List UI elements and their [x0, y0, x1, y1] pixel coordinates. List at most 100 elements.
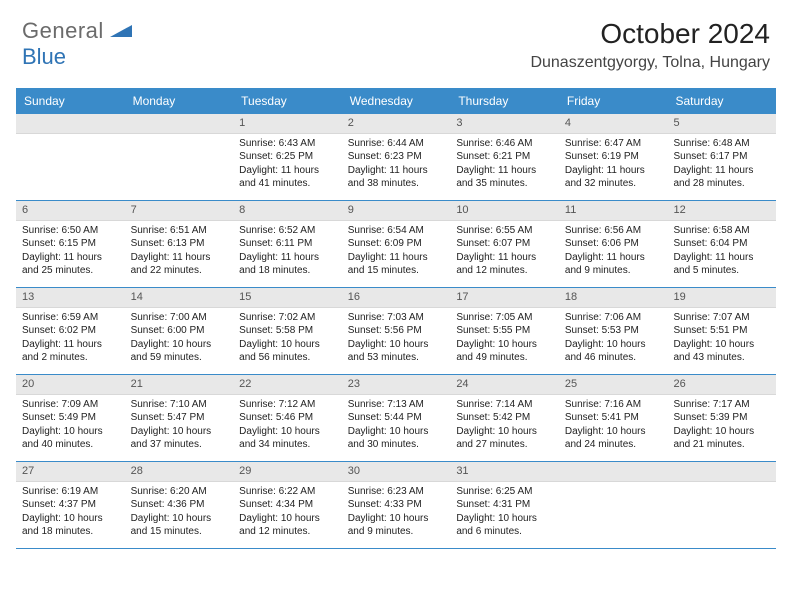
- sunset-text: Sunset: 6:25 PM: [239, 150, 336, 164]
- day-number: 13: [16, 288, 125, 308]
- daylight-text: Daylight: 11 hours and 12 minutes.: [456, 251, 553, 278]
- sunrise-text: Sunrise: 6:19 AM: [22, 485, 119, 499]
- calendar-cell: 2Sunrise: 6:44 AMSunset: 6:23 PMDaylight…: [342, 114, 451, 200]
- day-details: Sunrise: 7:12 AMSunset: 5:46 PMDaylight:…: [233, 395, 342, 458]
- sunrise-text: Sunrise: 7:06 AM: [565, 311, 662, 325]
- sunrise-text: Sunrise: 7:03 AM: [348, 311, 445, 325]
- logo-triangle-icon: [110, 21, 132, 42]
- daylight-text: Daylight: 10 hours and 18 minutes.: [22, 512, 119, 539]
- calendar: SundayMondayTuesdayWednesdayThursdayFrid…: [16, 88, 776, 549]
- title-block: October 2024 Dunaszentgyorgy, Tolna, Hun…: [530, 18, 770, 72]
- calendar-cell: 14Sunrise: 7:00 AMSunset: 6:00 PMDayligh…: [125, 288, 234, 374]
- daylight-text: Daylight: 11 hours and 25 minutes.: [22, 251, 119, 278]
- weekday-label: Monday: [125, 88, 234, 114]
- sunrise-text: Sunrise: 7:17 AM: [673, 398, 770, 412]
- day-number: 9: [342, 201, 451, 221]
- day-number: 5: [667, 114, 776, 134]
- day-details: Sunrise: 6:44 AMSunset: 6:23 PMDaylight:…: [342, 134, 451, 197]
- sunset-text: Sunset: 4:31 PM: [456, 498, 553, 512]
- calendar-cell: 1Sunrise: 6:43 AMSunset: 6:25 PMDaylight…: [233, 114, 342, 200]
- daylight-text: Daylight: 10 hours and 21 minutes.: [673, 425, 770, 452]
- weekday-label: Thursday: [450, 88, 559, 114]
- day-number: 30: [342, 462, 451, 482]
- day-number: 11: [559, 201, 668, 221]
- sunset-text: Sunset: 6:17 PM: [673, 150, 770, 164]
- daylight-text: Daylight: 10 hours and 15 minutes.: [131, 512, 228, 539]
- day-details: Sunrise: 7:09 AMSunset: 5:49 PMDaylight:…: [16, 395, 125, 458]
- calendar-cell: 13Sunrise: 6:59 AMSunset: 6:02 PMDayligh…: [16, 288, 125, 374]
- day-number: 29: [233, 462, 342, 482]
- daylight-text: Daylight: 10 hours and 24 minutes.: [565, 425, 662, 452]
- daylight-text: Daylight: 11 hours and 5 minutes.: [673, 251, 770, 278]
- calendar-cell: 27Sunrise: 6:19 AMSunset: 4:37 PMDayligh…: [16, 462, 125, 548]
- daylight-text: Daylight: 11 hours and 41 minutes.: [239, 164, 336, 191]
- calendar-cell: 3Sunrise: 6:46 AMSunset: 6:21 PMDaylight…: [450, 114, 559, 200]
- sunrise-text: Sunrise: 7:00 AM: [131, 311, 228, 325]
- daylight-text: Daylight: 10 hours and 27 minutes.: [456, 425, 553, 452]
- day-number: 31: [450, 462, 559, 482]
- sunset-text: Sunset: 4:33 PM: [348, 498, 445, 512]
- sunrise-text: Sunrise: 6:58 AM: [673, 224, 770, 238]
- day-number: 4: [559, 114, 668, 134]
- daylight-text: Daylight: 11 hours and 35 minutes.: [456, 164, 553, 191]
- sunset-text: Sunset: 4:36 PM: [131, 498, 228, 512]
- day-details: Sunrise: 7:07 AMSunset: 5:51 PMDaylight:…: [667, 308, 776, 371]
- weekday-label: Saturday: [667, 88, 776, 114]
- calendar-cell: 8Sunrise: 6:52 AMSunset: 6:11 PMDaylight…: [233, 201, 342, 287]
- sunrise-text: Sunrise: 6:46 AM: [456, 137, 553, 151]
- day-number: 22: [233, 375, 342, 395]
- sunset-text: Sunset: 5:53 PM: [565, 324, 662, 338]
- daylight-text: Daylight: 11 hours and 18 minutes.: [239, 251, 336, 278]
- daylight-text: Daylight: 10 hours and 40 minutes.: [22, 425, 119, 452]
- day-details: Sunrise: 7:17 AMSunset: 5:39 PMDaylight:…: [667, 395, 776, 458]
- calendar-cell: [559, 462, 668, 548]
- day-details: Sunrise: 6:50 AMSunset: 6:15 PMDaylight:…: [16, 221, 125, 284]
- calendar-cell: 22Sunrise: 7:12 AMSunset: 5:46 PMDayligh…: [233, 375, 342, 461]
- logo: General: [22, 18, 134, 44]
- sunset-text: Sunset: 5:42 PM: [456, 411, 553, 425]
- sunrise-text: Sunrise: 6:56 AM: [565, 224, 662, 238]
- day-details: Sunrise: 6:43 AMSunset: 6:25 PMDaylight:…: [233, 134, 342, 197]
- logo-text-gray: General: [22, 18, 104, 44]
- calendar-cell: 31Sunrise: 6:25 AMSunset: 4:31 PMDayligh…: [450, 462, 559, 548]
- sunrise-text: Sunrise: 7:12 AM: [239, 398, 336, 412]
- sunset-text: Sunset: 6:00 PM: [131, 324, 228, 338]
- day-number: 6: [16, 201, 125, 221]
- weekday-label: Tuesday: [233, 88, 342, 114]
- calendar-cell: 30Sunrise: 6:23 AMSunset: 4:33 PMDayligh…: [342, 462, 451, 548]
- logo-text-blue: Blue: [22, 44, 66, 69]
- day-details: Sunrise: 6:56 AMSunset: 6:06 PMDaylight:…: [559, 221, 668, 284]
- day-number: 19: [667, 288, 776, 308]
- day-number: [667, 462, 776, 482]
- calendar-cell: 28 Sunrise: 6:20 AMSunset: 4:36 PMDayligh…: [125, 462, 234, 548]
- calendar-cell: 17Sunrise: 7:05 AMSunset: 5:55 PMDayligh…: [450, 288, 559, 374]
- daylight-text: Daylight: 10 hours and 6 minutes.: [456, 512, 553, 539]
- day-number: [559, 462, 668, 482]
- sunrise-text: Sunrise: 6:20 AM: [131, 485, 228, 499]
- calendar-row: 20Sunrise: 7:09 AMSunset: 5:49 PMDayligh…: [16, 375, 776, 462]
- sunrise-text: Sunrise: 6:48 AM: [673, 137, 770, 151]
- daylight-text: Daylight: 10 hours and 56 minutes.: [239, 338, 336, 365]
- day-number: 28: [125, 462, 234, 482]
- day-details: Sunrise: 7:05 AMSunset: 5:55 PMDaylight:…: [450, 308, 559, 371]
- day-details: Sunrise: 7:06 AMSunset: 5:53 PMDaylight:…: [559, 308, 668, 371]
- calendar-cell: 12Sunrise: 6:58 AMSunset: 6:04 PMDayligh…: [667, 201, 776, 287]
- day-details: Sunrise: 6:52 AMSunset: 6:11 PMDaylight:…: [233, 221, 342, 284]
- daylight-text: Daylight: 10 hours and 30 minutes.: [348, 425, 445, 452]
- day-number: 2: [342, 114, 451, 134]
- day-details: Sunrise: 6:48 AMSunset: 6:17 PMDaylight:…: [667, 134, 776, 197]
- day-number: 25: [559, 375, 668, 395]
- day-details: Sunrise: 6:55 AMSunset: 6:07 PMDaylight:…: [450, 221, 559, 284]
- sunset-text: Sunset: 6:07 PM: [456, 237, 553, 251]
- sunset-text: Sunset: 4:34 PM: [239, 498, 336, 512]
- sunset-text: Sunset: 5:44 PM: [348, 411, 445, 425]
- sunrise-text: Sunrise: 7:05 AM: [456, 311, 553, 325]
- daylight-text: Daylight: 10 hours and 34 minutes.: [239, 425, 336, 452]
- day-number: 20: [16, 375, 125, 395]
- calendar-cell: 10Sunrise: 6:55 AMSunset: 6:07 PMDayligh…: [450, 201, 559, 287]
- calendar-cell: 15Sunrise: 7:02 AMSunset: 5:58 PMDayligh…: [233, 288, 342, 374]
- day-details: Sunrise: 7:16 AMSunset: 5:41 PMDaylight:…: [559, 395, 668, 458]
- daylight-text: Daylight: 10 hours and 43 minutes.: [673, 338, 770, 365]
- day-number: 24: [450, 375, 559, 395]
- sunrise-text: Sunrise: 7:07 AM: [673, 311, 770, 325]
